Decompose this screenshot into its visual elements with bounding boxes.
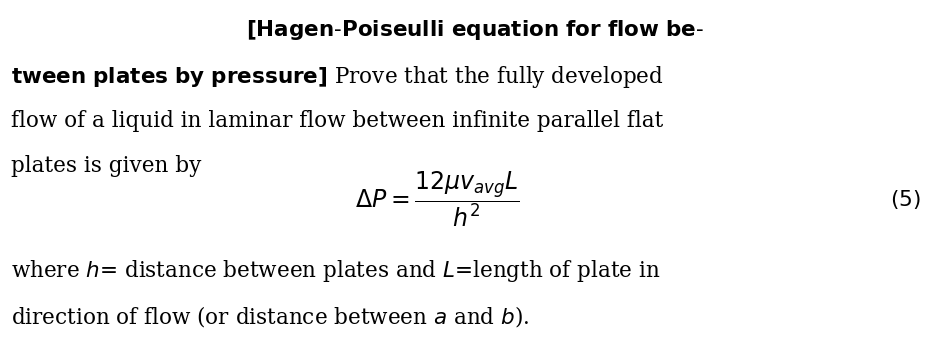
Text: direction of flow (or distance between $a$ and $b$).: direction of flow (or distance between $… [10,304,529,329]
Text: where $h$= distance between plates and $L$=length of plate in: where $h$= distance between plates and $… [10,258,660,284]
Text: $\mathbf{tween\ plates\ by\ pressure]}$ Prove that the fully developed: $\mathbf{tween\ plates\ by\ pressure]}$ … [10,64,663,90]
Text: $\Delta P = \dfrac{12\mu v_{avg} L}{h^2}$: $\Delta P = \dfrac{12\mu v_{avg} L}{h^2}… [354,170,520,229]
Text: flow of a liquid in laminar flow between infinite parallel flat: flow of a liquid in laminar flow between… [10,110,663,132]
Text: plates is given by: plates is given by [10,155,201,177]
Text: $\mathbf{[Hagen\text{-}Poiseulli\ equation\ for\ flow\ be\text{-}}$: $\mathbf{[Hagen\text{-}Poiseulli\ equati… [246,18,704,42]
Text: $(5)$: $(5)$ [889,188,921,211]
